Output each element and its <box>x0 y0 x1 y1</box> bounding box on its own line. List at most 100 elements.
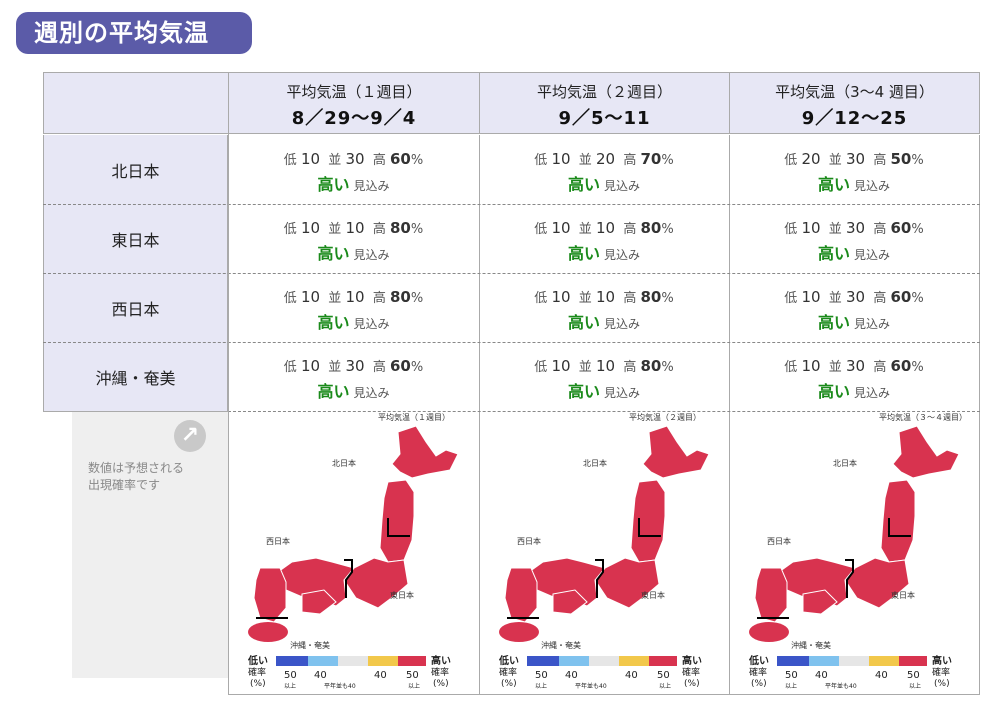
percent-sign: % <box>911 360 924 375</box>
probability-line: 低 10 並 10 高 80% <box>228 287 479 306</box>
hokkaido-shape <box>642 425 710 479</box>
percent-sign: % <box>911 291 924 306</box>
cell-west-week1: 低 10 並 10 高 80% 高い 見込み <box>228 273 480 342</box>
region-label-okinawa: 沖縄・奄美 <box>43 342 228 412</box>
normal-value: 10 <box>595 357 616 375</box>
outlook-suffix: 見込み <box>353 317 390 331</box>
percent-sign: % <box>661 222 674 237</box>
outlook-line: 高い 見込み <box>729 309 979 333</box>
column-header-label: 平均気温（3〜4 週目） <box>775 83 934 101</box>
legend-tick: 50 <box>657 670 670 681</box>
map-label-north: 北日本 <box>332 458 356 468</box>
arrow-up-right-icon[interactable]: ↗ <box>174 420 206 452</box>
legend-low-label: 確率 <box>749 666 767 678</box>
cell-okinawa-week3: 低 10 並 30 高 60% 高い 見込み <box>729 342 980 411</box>
legend-high-label: 高い <box>431 654 451 667</box>
normal-value: 30 <box>845 150 866 168</box>
cell-west-week2: 低 10 並 10 高 80% 高い 見込み <box>479 273 730 342</box>
shikoku-shape <box>552 589 588 615</box>
legend-tick: 50 <box>785 670 798 681</box>
legend-low-label: (%) <box>250 679 266 689</box>
legend-tick: 50 <box>284 670 297 681</box>
outlook-suffix: 見込み <box>604 248 641 262</box>
percent-sign: % <box>410 222 424 237</box>
probability-line: 低 10 並 10 高 80% <box>479 218 729 237</box>
low-value: 20 <box>801 150 821 168</box>
map-label-west: 西日本 <box>767 536 791 546</box>
legend-high-label: 確率 <box>932 666 950 678</box>
normal-label: 並 <box>328 153 342 168</box>
legend-swatch <box>308 656 338 666</box>
column-header-label: 平均気温（２週目） <box>536 83 672 101</box>
low-value: 10 <box>551 357 571 375</box>
map-label-north: 北日本 <box>833 458 857 468</box>
outlook-line: 高い 見込み <box>228 309 479 333</box>
probability-line: 低 10 並 10 高 80% <box>479 287 729 306</box>
probability-line: 低 20 並 30 高 50% <box>729 149 979 168</box>
okinawa-shape <box>749 622 789 642</box>
high-value: 60 <box>890 288 912 306</box>
map-label-east: 東日本 <box>891 590 915 600</box>
legend-low-label: 確率 <box>248 666 266 678</box>
map-label-west: 西日本 <box>266 536 290 546</box>
high-label: 高 <box>873 360 887 375</box>
legend-high-label: (%) <box>934 679 950 689</box>
outlook-suffix: 見込み <box>353 179 390 193</box>
kyushu-shape <box>504 567 538 623</box>
low-label: 低 <box>283 153 297 168</box>
low-value: 10 <box>300 150 321 168</box>
probability-line: 低 10 並 10 高 80% <box>479 356 729 375</box>
region-label-north: 北日本 <box>43 135 228 204</box>
outlook-word: 高い <box>317 382 350 401</box>
legend-low-label: 低い <box>247 654 268 667</box>
normal-value: 30 <box>845 288 866 306</box>
normal-value: 30 <box>345 357 365 375</box>
high-label: 高 <box>623 291 637 306</box>
low-value: 10 <box>551 150 571 168</box>
percent-sign: % <box>911 222 924 237</box>
tohoku-shape <box>630 479 666 563</box>
row-divider <box>43 342 980 343</box>
legend-normal-note: 平年並も40 <box>825 682 857 690</box>
percent-sign: % <box>410 153 424 168</box>
normal-label: 並 <box>578 360 592 375</box>
high-label: 高 <box>372 291 386 306</box>
high-label: 高 <box>372 222 386 237</box>
normal-label: 並 <box>828 291 842 306</box>
kanto-chubu-shape <box>343 557 409 609</box>
probability-line: 低 10 並 30 高 60% <box>729 218 979 237</box>
outlook-line: 高い 見込み <box>479 378 729 402</box>
tohoku-shape <box>880 479 916 563</box>
outlook-line: 高い 見込み <box>228 378 479 402</box>
probability-line: 低 10 並 10 高 80% <box>228 218 479 237</box>
normal-value: 10 <box>595 288 616 306</box>
note-text: 数値は予想される 出現確率です <box>88 460 184 494</box>
north-east-boundary <box>387 518 410 537</box>
column-header-dates: 9／5〜11 <box>558 108 651 129</box>
outlook-word: 高い <box>817 244 850 263</box>
legend-swatch <box>589 656 619 666</box>
east-west-boundary <box>845 559 854 598</box>
normal-value: 30 <box>345 150 365 168</box>
map-panel-week2: 平均気温（２週目） 北日本 東日本 西日本 沖縄・奄美 低い 確率 (%) 高い 確率 (%) 50 以… <box>479 412 730 695</box>
high-label: 高 <box>623 222 637 237</box>
probability-line: 低 10 並 30 高 60% <box>729 287 979 306</box>
low-value: 10 <box>801 219 821 237</box>
legend-low-label: 確率 <box>499 666 517 678</box>
legend-tick: 以上 <box>659 682 671 690</box>
high-value: 50 <box>890 150 912 168</box>
map-title: 平均気温（２週目） <box>629 412 701 422</box>
map-label-okinawa: 沖縄・奄美 <box>290 640 330 650</box>
page-title: 週別の平均気温 <box>16 12 252 54</box>
probability-line: 低 10 並 20 高 70% <box>479 149 729 168</box>
kyushu-shape <box>754 567 788 623</box>
outlook-word: 高い <box>817 313 850 332</box>
map-label-north: 北日本 <box>583 458 607 468</box>
outlook-word: 高い <box>567 313 600 332</box>
legend-high-label: 確率 <box>682 666 700 678</box>
low-value: 10 <box>801 288 821 306</box>
legend-low-label: (%) <box>751 679 767 689</box>
column-header-label: 平均気温（１週目） <box>286 83 422 101</box>
column-header-week2: 平均気温（２週目） 9／5〜11 <box>479 72 730 134</box>
high-label: 高 <box>372 153 386 168</box>
